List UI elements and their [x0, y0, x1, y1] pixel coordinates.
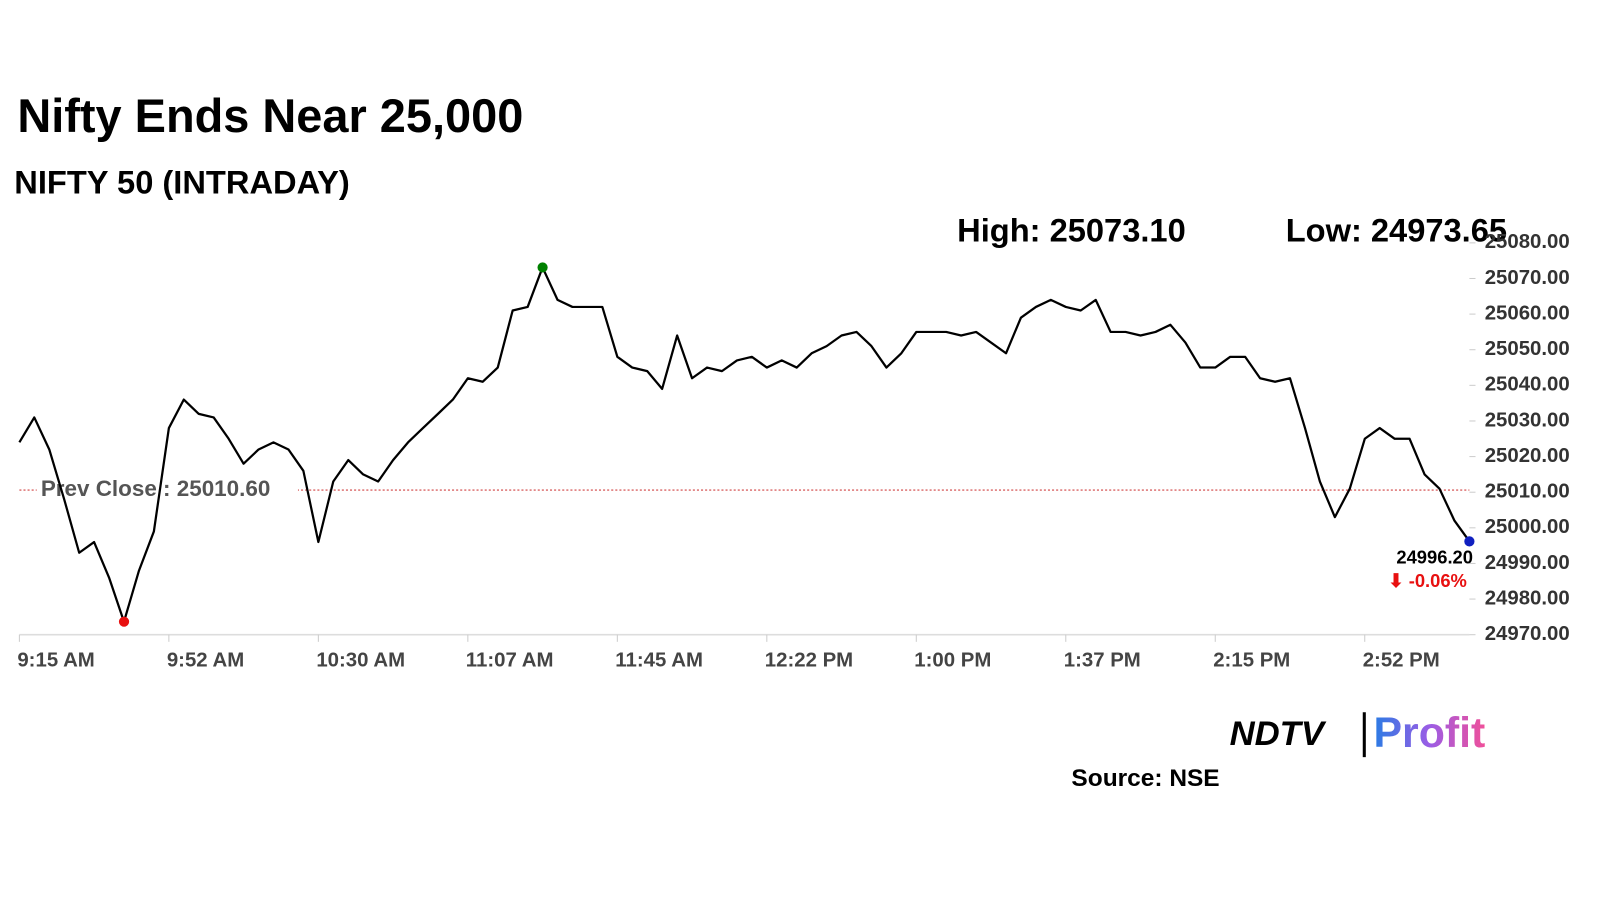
last-marker [1464, 536, 1475, 547]
x-tick-label: 1:37 PM [1064, 650, 1141, 672]
x-tick-label: 11:07 AM [466, 650, 554, 672]
high-label: High: 25073.10 [957, 211, 1186, 248]
price-line [18, 266, 1471, 623]
y-tick-label: 24980.00 [1485, 587, 1570, 609]
y-tick-label: 25010.00 [1485, 481, 1570, 503]
logo-right: Profit [1373, 709, 1485, 757]
y-tick-label: 25070.00 [1485, 267, 1570, 289]
y-tick-label: 24990.00 [1485, 552, 1570, 574]
prev-close-label: Prev Close : 25010.60 [41, 476, 271, 501]
y-tick-label: 25030.00 [1485, 409, 1570, 431]
x-tick-label: 1:00 PM [914, 650, 991, 672]
y-tick-label: 25000.00 [1485, 516, 1570, 538]
y-tick-label: 25040.00 [1485, 374, 1570, 396]
source: Source: NSE [1071, 765, 1219, 792]
x-tick-label: 9:15 AM [17, 650, 94, 672]
x-tick-label: 11:45 AM [615, 650, 703, 672]
y-tick-label: 25020.00 [1485, 445, 1570, 467]
x-tick-label: 2:15 PM [1213, 650, 1290, 672]
y-tick-label: 25080.00 [1485, 231, 1570, 253]
low-label: Low: 24973.65 [1286, 211, 1507, 248]
y-tick-label: 25060.00 [1485, 302, 1570, 324]
change-label: ⬇ -0.06% [1388, 570, 1467, 591]
last-value-label: 24996.20 [1396, 547, 1473, 568]
y-tick-label: 24970.00 [1485, 623, 1570, 645]
logo-left: NDTV [1230, 715, 1327, 753]
y-tick-label: 25050.00 [1485, 338, 1570, 360]
x-tick-label: 9:52 AM [167, 650, 244, 672]
x-tick-label: 12:22 PM [765, 650, 853, 672]
x-tick-label: 2:52 PM [1363, 650, 1440, 672]
chart-title: Nifty Ends Near 25,000 [17, 90, 523, 142]
high-marker [537, 262, 548, 273]
x-tick-label: 10:30 AM [316, 650, 405, 672]
prev-close-bg [36, 475, 298, 505]
chart-subtitle: NIFTY 50 (INTRADAY) [14, 163, 350, 200]
low-marker [118, 616, 130, 627]
